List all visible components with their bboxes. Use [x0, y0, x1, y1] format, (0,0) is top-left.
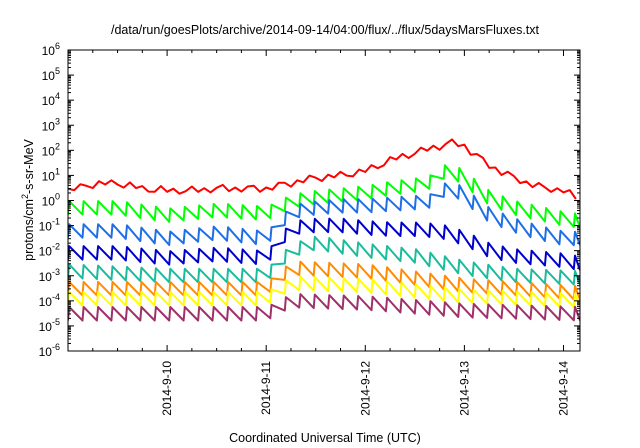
y-tick-label: 103 — [42, 116, 60, 133]
series-layer — [68, 138, 580, 322]
y-tick-label: 10-5 — [39, 317, 60, 334]
chart-title: /data/run/goesPlots/archive/2014-09-14/0… — [111, 23, 540, 37]
y-axis-label: protons/cm2-s-sr-MeV — [20, 138, 36, 260]
x-tick-label: 2014-9-13 — [457, 361, 471, 416]
y-tick-label: 100 — [42, 192, 60, 209]
series-line-8 — [68, 293, 580, 322]
y-tick-label: 101 — [42, 166, 60, 183]
axis-layer: 10-6 10-5 10-4 10-3 10-2 10-1 100 101 102 103 104 1… — [39, 41, 580, 416]
y-tick-label: 105 — [42, 66, 60, 83]
series-line-4 — [68, 217, 580, 271]
x-tick-label: 2014-9-10 — [160, 361, 174, 416]
x-tick-label: 2014-9-12 — [358, 361, 372, 416]
y-tick-label: 106 — [42, 41, 60, 58]
series-line-5 — [68, 235, 580, 286]
x-tick-label: 2014-9-11 — [259, 361, 273, 415]
x-tick-label: 2014-9-14 — [556, 361, 570, 416]
y-tick-label: 10-6 — [39, 342, 60, 359]
y-tick-label: 102 — [42, 141, 60, 158]
series-line-1 — [68, 138, 577, 200]
y-tick-label: 10-3 — [39, 267, 60, 284]
y-tick-label: 10-2 — [39, 242, 60, 259]
y-tick-label: 104 — [42, 91, 60, 108]
series-line-3 — [68, 182, 580, 247]
series-line-7 — [68, 275, 580, 309]
x-axis-label: Coordinated Universal Time (UTC) — [229, 431, 421, 445]
y-tick-label: 10-4 — [39, 292, 60, 309]
y-tick-label: 10-1 — [39, 217, 60, 234]
